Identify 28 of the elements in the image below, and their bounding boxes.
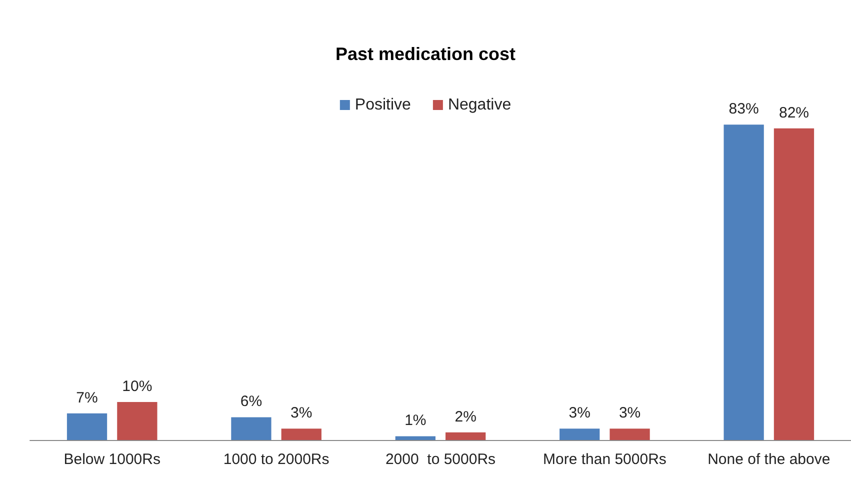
- legend-label: Negative: [448, 96, 512, 114]
- data-label: 3%: [568, 404, 590, 422]
- data-label: 1%: [404, 412, 426, 430]
- x-tick-label: 2000 to 5000Rs: [385, 451, 496, 468]
- data-label: 6%: [240, 393, 262, 410]
- x-tick-label: 1000 to 2000Rs: [223, 451, 330, 468]
- x-tick-label: More than 5000Rs: [542, 451, 666, 468]
- bar: [724, 124, 764, 440]
- data-label: 7%: [76, 389, 98, 406]
- bar: [395, 436, 436, 440]
- data-label: 83%: [728, 100, 759, 118]
- bar: [774, 128, 814, 440]
- bar: [66, 413, 108, 440]
- chart-title: Past medication cost: [335, 44, 516, 64]
- legend-label: Positive: [354, 96, 412, 114]
- bar: [231, 417, 272, 440]
- data-label: 82%: [778, 104, 809, 122]
- bar: [610, 428, 650, 440]
- data-label: 3%: [290, 404, 312, 422]
- bar: [117, 402, 158, 440]
- data-label: 10%: [122, 378, 152, 395]
- x-tick-label: None of the above: [708, 451, 830, 468]
- x-tick-label: Below 1000Rs: [64, 451, 160, 468]
- bar: [446, 432, 486, 440]
- bar: [281, 428, 322, 440]
- data-label: 2%: [454, 408, 476, 426]
- bar: [560, 428, 600, 440]
- data-label: 3%: [618, 404, 641, 422]
